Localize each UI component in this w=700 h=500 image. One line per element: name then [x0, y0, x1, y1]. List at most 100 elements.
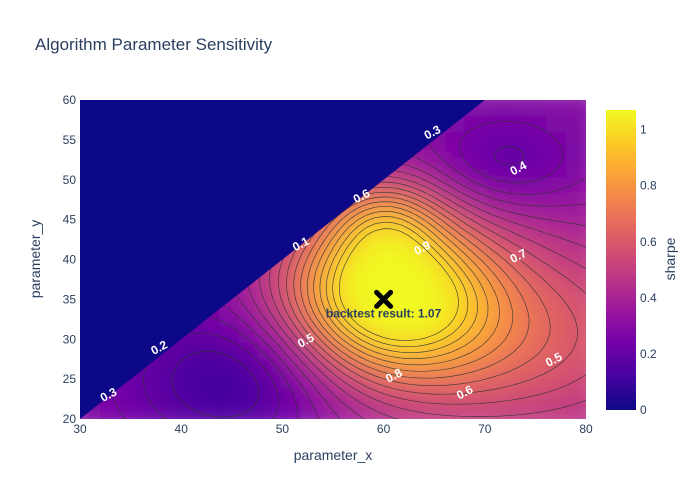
- surface-cell: [464, 339, 486, 356]
- surface-cell: [403, 355, 425, 372]
- surface-cell: [424, 323, 445, 340]
- surface-cell: [484, 227, 506, 245]
- surface-cell: [160, 100, 182, 101]
- surface-cell: [545, 115, 567, 133]
- surface-cell: [484, 275, 506, 292]
- surface-cell: [160, 387, 182, 404]
- surface-cell: [120, 403, 142, 419]
- surface-cell: [484, 131, 506, 149]
- plot-area[interactable]: 0.30.20.10.60.30.40.9 0.70.50.80.60.5: [60, 84, 607, 436]
- surface-cell: [363, 339, 385, 356]
- surface-cell: [302, 387, 324, 404]
- surface-cell: [505, 147, 526, 165]
- surface-cell: [464, 323, 486, 340]
- surface-cell: [363, 355, 385, 372]
- surface-cell: [545, 243, 567, 261]
- surface-cell: [343, 307, 364, 324]
- surface-cell: [505, 307, 526, 324]
- surface-cell: [383, 275, 405, 292]
- surface-cell: [201, 355, 223, 372]
- surface-cell: [80, 275, 81, 292]
- surface-cell: [343, 259, 364, 277]
- surface-cell: [181, 387, 203, 404]
- surface-cell: [302, 371, 324, 388]
- surface-cell: [363, 211, 385, 229]
- surface-cell: [403, 339, 425, 356]
- surface-cell: [403, 100, 425, 101]
- surface-cell: [464, 403, 486, 419]
- surface-cell: [545, 259, 567, 277]
- colorbar-title: sharpe: [662, 237, 678, 280]
- surface-cell: [586, 403, 607, 420]
- surface-cell: [221, 307, 243, 324]
- surface-cell: [403, 163, 425, 181]
- surface-cell: [282, 100, 304, 101]
- contour-line: [313, 205, 500, 366]
- surface-cell: [80, 147, 81, 165]
- surface-cell: [181, 355, 203, 372]
- surface-cell: [484, 179, 506, 197]
- surface-cell: [545, 195, 567, 213]
- surface-cell: [160, 403, 182, 419]
- surface-cell: [383, 307, 405, 324]
- surface-cell: [505, 179, 526, 197]
- surface-cell: [464, 371, 486, 388]
- contour-line: [325, 216, 479, 354]
- surface-cell: [505, 403, 526, 419]
- surface-cell: [160, 355, 182, 372]
- surface-cell: [444, 387, 466, 404]
- surface-cell: [505, 291, 526, 308]
- surface-cell: [464, 291, 486, 308]
- surface-cell: [525, 163, 547, 181]
- surface-cell: [444, 100, 466, 101]
- colorbar-tick-label: 0.2: [640, 347, 657, 361]
- surface-cell: [565, 115, 586, 133]
- surface-cell: [545, 227, 567, 245]
- surface-cell: [160, 371, 182, 388]
- surface-cell: [241, 100, 263, 101]
- surface-cell: [586, 355, 607, 372]
- surface-cell: [221, 100, 243, 101]
- surface-cell: [464, 355, 486, 372]
- surface-cell: [586, 371, 607, 388]
- surface-cell: [545, 355, 567, 372]
- surface-cell: [484, 403, 506, 419]
- surface-cell: [545, 163, 567, 181]
- surface-cell: [181, 100, 203, 101]
- surface-cell: [525, 179, 547, 197]
- surface-cell: [322, 307, 344, 324]
- surface-cell: [545, 211, 567, 229]
- surface-cell: [464, 100, 486, 101]
- surface-cell: [484, 147, 506, 165]
- surface-cell: [383, 339, 405, 356]
- surface-cell: [120, 387, 142, 404]
- surface-cell: [363, 275, 385, 292]
- surface-cell: [484, 307, 506, 324]
- surface-cell: [565, 211, 586, 229]
- x-tick-label: 40: [175, 422, 189, 436]
- surface-cell: [363, 307, 385, 324]
- surface-cell: [241, 307, 263, 324]
- colorbar-ticks: 0 0.2 0.4 0.6 0.8 1: [640, 123, 657, 417]
- best-result-marker[interactable]: [374, 289, 394, 309]
- surface-cell: [545, 275, 567, 292]
- surface-cell: [484, 323, 506, 340]
- surface-cell: [343, 100, 364, 101]
- y-tick-label: 50: [63, 173, 77, 187]
- surface-cell: [545, 323, 567, 340]
- surface-cell: [343, 243, 364, 261]
- surface-cell: [525, 195, 547, 213]
- surface-cell: [464, 147, 486, 165]
- surface-cell: [464, 195, 486, 213]
- surface-cell: [282, 403, 304, 419]
- surface-cell: [586, 244, 607, 261]
- surface-cell: [383, 387, 405, 404]
- surface-cell: [525, 371, 547, 388]
- surface-cell: [444, 419, 465, 436]
- surface-cell: [262, 275, 283, 292]
- x-tick-label: 80: [579, 422, 593, 436]
- surface-cell: [545, 179, 567, 197]
- surface-cell: [565, 387, 586, 404]
- x-axis-ticks: 30 40 50 60 70 80: [73, 422, 593, 436]
- surface-cell: [343, 323, 364, 340]
